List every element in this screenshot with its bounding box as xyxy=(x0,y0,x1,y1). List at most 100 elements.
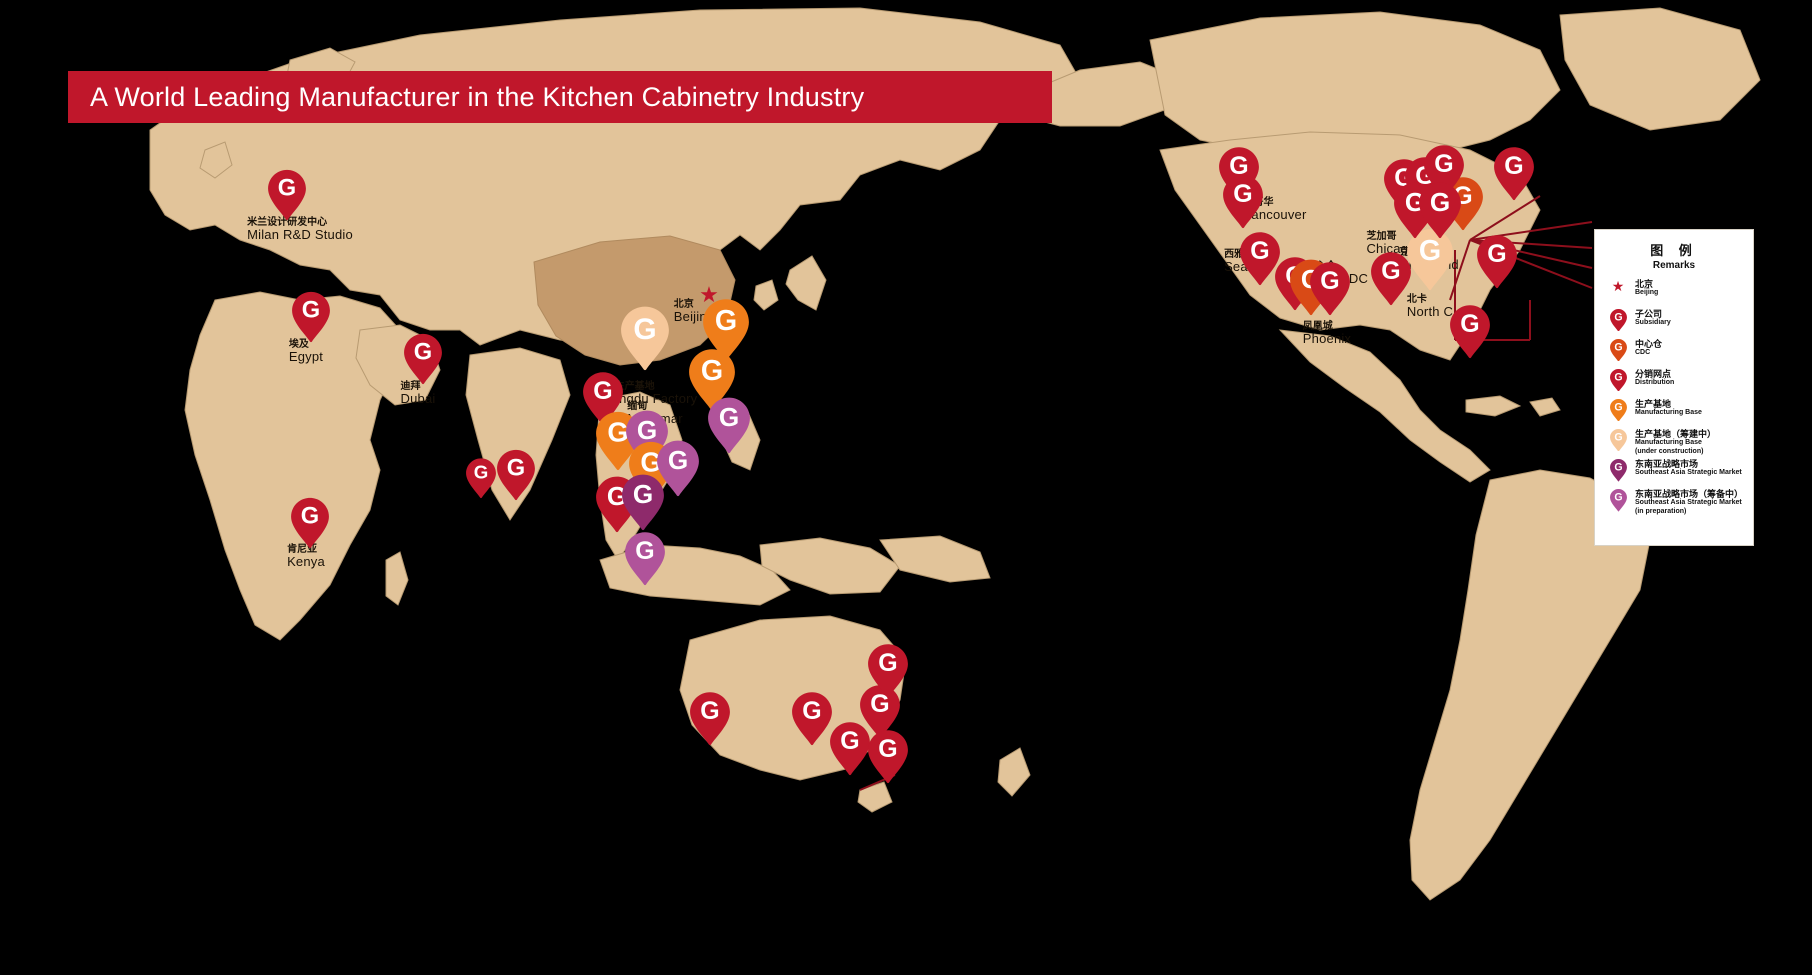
legend-item-label-en2: (in preparation) xyxy=(1635,507,1687,515)
pin-sea-prep-icon: G xyxy=(625,532,665,586)
svg-text:G: G xyxy=(668,445,688,475)
svg-text:G: G xyxy=(474,462,489,483)
legend-item-label-cn: 东南亚战略市场（筹备中） xyxy=(1635,489,1744,500)
svg-text:G: G xyxy=(301,503,319,529)
marker-indonesia[interactable]: G xyxy=(625,532,665,586)
legend-item-label-en: Southeast Asia Strategic Market xyxy=(1635,499,1742,507)
star-icon: ★ xyxy=(1611,278,1625,294)
svg-text:G: G xyxy=(719,402,739,432)
svg-text:G: G xyxy=(1614,431,1622,443)
page-title: A World Leading Manufacturer in the Kitc… xyxy=(90,81,865,112)
legend-item-label-cn: 生产基地 xyxy=(1635,399,1672,409)
marker-au-sydney[interactable]: G xyxy=(860,685,900,739)
marker-newyork[interactable]: G xyxy=(1477,235,1517,289)
pin-sea-prep-icon: G xyxy=(708,397,750,454)
marker-au-melbourne[interactable]: G xyxy=(830,722,870,776)
star-icon: ★ xyxy=(1603,278,1633,293)
svg-text:G: G xyxy=(1614,401,1622,413)
svg-text:G: G xyxy=(302,297,320,323)
marker-texas[interactable]: G xyxy=(1371,252,1411,306)
pin-sea-prep-icon: G xyxy=(1603,488,1633,512)
svg-text:G: G xyxy=(1614,371,1622,383)
marker-vietnam-sea[interactable]: G xyxy=(657,440,699,497)
marker-au-adelaide[interactable]: G xyxy=(792,692,832,746)
legend-item-label-en: Manufacturing Base xyxy=(1635,439,1702,447)
marker-au-perth[interactable]: G xyxy=(690,692,730,746)
legend-item: G 生产基地 Manufacturing Base xyxy=(1603,398,1745,426)
svg-text:G: G xyxy=(635,537,654,565)
svg-text:G: G xyxy=(1614,311,1622,323)
svg-text:G: G xyxy=(1430,187,1450,217)
marker-au-brisbane[interactable]: G xyxy=(868,644,908,698)
marker-dubai[interactable]: G xyxy=(404,333,442,385)
legend-item: G 中心仓 CDC xyxy=(1603,338,1745,366)
marker-vancouver-2[interactable]: G xyxy=(1223,175,1263,229)
pin-subsidiary-icon: G xyxy=(1371,252,1411,306)
legend-item-label-cn: 子公司 xyxy=(1635,309,1663,319)
legend-item-label-en: Manufacturing Base xyxy=(1635,409,1702,417)
legend-item: G 东南亚战略市场（筹备中） Southeast Asia Strategic M… xyxy=(1603,488,1745,516)
marker-seattle[interactable]: G xyxy=(1240,232,1280,286)
svg-text:G: G xyxy=(278,175,296,201)
pin-subsidiary-icon: G xyxy=(830,722,870,776)
pin-subsidiary-icon: G xyxy=(868,730,908,784)
star-icon: ★ xyxy=(699,282,719,307)
pin-subsidiary-icon: G xyxy=(291,497,329,549)
pin-manufacturing-uc-icon: G xyxy=(621,306,669,371)
svg-text:G: G xyxy=(715,305,737,337)
marker-egypt[interactable]: G xyxy=(292,291,330,343)
pin-subsidiary-icon: G xyxy=(497,449,535,501)
svg-text:G: G xyxy=(700,697,719,725)
pin-cdc-icon: G xyxy=(1603,338,1633,362)
marker-kenya[interactable]: G xyxy=(291,497,329,549)
svg-text:G: G xyxy=(607,481,627,511)
svg-text:G: G xyxy=(701,355,723,387)
legend-item: G 东南亚战略市场 Southeast Asia Strategic Market xyxy=(1603,458,1745,486)
svg-text:G: G xyxy=(1614,492,1622,504)
marker-malaysia-2[interactable]: G xyxy=(622,474,664,531)
pin-sea-icon: G xyxy=(1603,458,1633,482)
legend-item-list: ★ 北京 Beijing G 子公司 Subsidiary G 中心仓 CDC G 分销… xyxy=(1603,278,1745,516)
legend-item-label-en: Beijing xyxy=(1635,289,1659,297)
pin-subsidiary-icon: G xyxy=(404,333,442,385)
pin-subsidiary-icon: G xyxy=(1477,235,1517,289)
marker-philippines[interactable]: G xyxy=(708,397,750,454)
legend-item: G 分销网点 Distribution xyxy=(1603,368,1745,396)
pin-manufacturing-icon: G xyxy=(703,299,749,361)
legend-title-cn: 图 例 xyxy=(1650,243,1698,258)
title-banner: A World Leading Manufacturer in the Kitc… xyxy=(68,71,1052,123)
pin-subsidiary-icon: G xyxy=(1603,308,1633,332)
marker-india-south[interactable]: G xyxy=(466,458,496,499)
marker-au-tasmania[interactable]: G xyxy=(868,730,908,784)
svg-text:G: G xyxy=(1250,237,1269,265)
marker-chengdu[interactable]: G xyxy=(621,306,669,371)
svg-text:G: G xyxy=(1487,240,1506,268)
legend-item-label-cn: 中心仓 xyxy=(1635,339,1663,349)
marker-milan[interactable]: G xyxy=(268,169,306,221)
svg-text:G: G xyxy=(1320,267,1339,295)
marker-toronto[interactable]: G xyxy=(1494,147,1534,201)
legend-item-label-en: CDC xyxy=(1635,349,1651,357)
marker-cleveland-3[interactable]: G xyxy=(1419,182,1461,239)
pin-subsidiary-icon: G xyxy=(1494,147,1534,201)
pin-subsidiary-icon: G xyxy=(292,291,330,343)
marker-florida[interactable]: G xyxy=(1450,305,1490,359)
svg-text:G: G xyxy=(840,727,859,755)
pin-manufacturing-uc-icon: G xyxy=(1407,229,1453,291)
legend-item: G 子公司 Subsidiary xyxy=(1603,308,1745,336)
pin-subsidiary-icon: G xyxy=(1310,262,1350,316)
marker-myanmar[interactable]: G xyxy=(583,372,623,426)
pin-manufacturing-uc-icon: G xyxy=(1603,428,1633,452)
svg-text:G: G xyxy=(593,377,612,405)
legend-item-label-en: Southeast Asia Strategic Market xyxy=(1635,469,1742,477)
marker-east-china-2[interactable]: G xyxy=(689,349,735,411)
svg-text:G: G xyxy=(1419,235,1441,267)
marker-east-china-1[interactable]: G xyxy=(703,299,749,361)
svg-text:G: G xyxy=(870,690,889,718)
marker-northcarolina[interactable]: G xyxy=(1407,229,1453,291)
marker-wcdc-3[interactable]: G xyxy=(1310,262,1350,316)
marker-india-west[interactable]: G xyxy=(497,449,535,501)
legend-item-label-cn: 分销网点 xyxy=(1635,369,1672,379)
pin-subsidiary-icon: G xyxy=(860,685,900,739)
